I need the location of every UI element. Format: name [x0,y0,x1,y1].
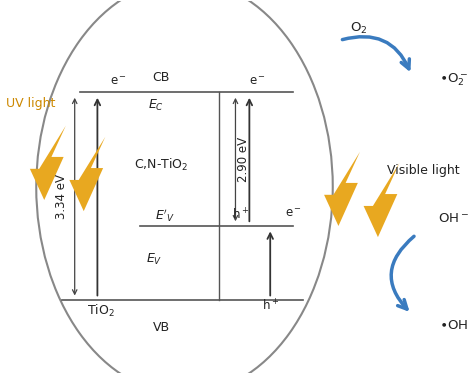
Text: VB: VB [153,321,170,334]
Text: e$^-$: e$^-$ [110,74,127,88]
Polygon shape [324,152,360,226]
Text: CB: CB [153,71,170,84]
Text: e$^-$: e$^-$ [249,74,266,88]
Text: h$^+$: h$^+$ [262,299,279,314]
Text: O$_2$: O$_2$ [349,21,367,36]
Text: OH$^-$: OH$^-$ [438,212,469,225]
Text: UV light: UV light [6,97,55,110]
Text: 3.34 eV: 3.34 eV [55,174,68,219]
Text: $\bullet$O$_2^-$: $\bullet$O$_2^-$ [438,72,468,88]
Text: $E'_V$: $E'_V$ [155,208,175,224]
Polygon shape [364,163,400,237]
Text: 2.90 eV: 2.90 eV [237,137,250,183]
Text: $E_V$: $E_V$ [146,252,163,267]
Polygon shape [69,137,105,211]
Text: C,N-TiO$_2$: C,N-TiO$_2$ [134,157,189,173]
Text: $\bullet$OH: $\bullet$OH [438,319,468,332]
Text: $E_C$: $E_C$ [148,98,164,113]
Polygon shape [30,126,66,200]
Text: Visible light: Visible light [387,164,459,177]
Text: TiO$_2$: TiO$_2$ [87,303,115,319]
Text: h$^+$: h$^+$ [232,208,250,223]
Text: e$^-$: e$^-$ [284,207,301,220]
